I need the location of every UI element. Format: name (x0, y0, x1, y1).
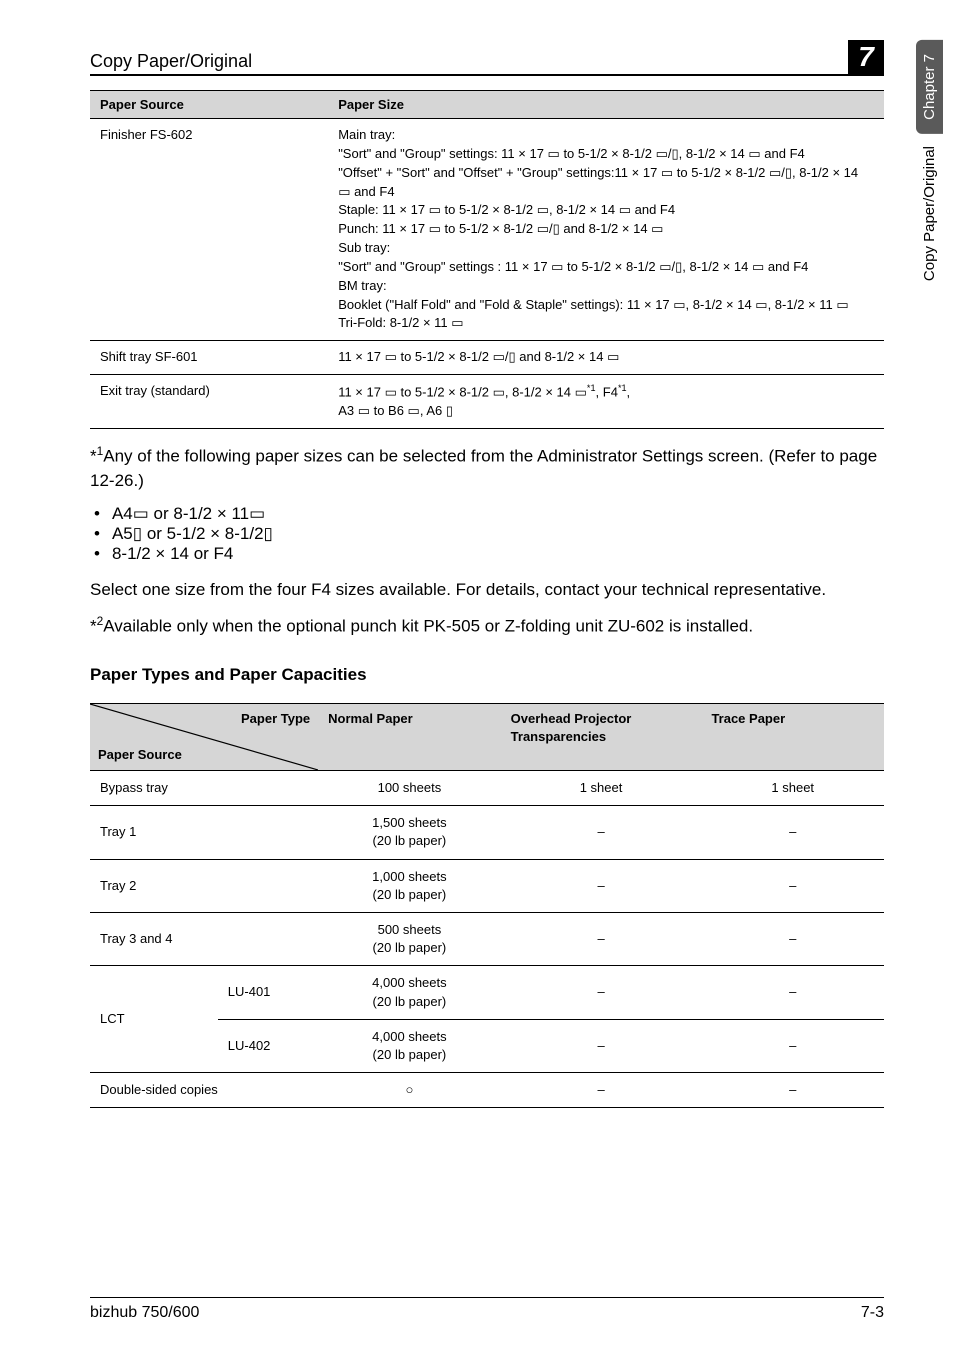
t2-r5-c2: LU-401 (218, 966, 318, 1019)
t2-head-paper-type: Paper Type (241, 710, 310, 728)
t2-head-paper-source: Paper Source (98, 746, 182, 764)
bullet-1: A4▭ or 8-1/2 × 11▭ (90, 504, 884, 524)
t2-r6-c4: – (501, 1019, 702, 1072)
bullet-2: A5▯ or 5-1/2 × 8-1/2▯ (90, 524, 884, 544)
t2-r7-c3: ○ (318, 1073, 501, 1108)
t1-r3-c1: Exit tray (standard) (90, 375, 328, 429)
t2-r7-c1: Double-sided copies (90, 1073, 318, 1108)
t2-head-trace: Trace Paper (701, 704, 884, 771)
t2-r2-c5: – (701, 806, 884, 859)
t1-head-size: Paper Size (328, 91, 884, 119)
t2-r3-c3: 1,000 sheets (20 lb paper) (318, 859, 501, 912)
footer-page-number: 7-3 (861, 1304, 884, 1322)
t2-r1-c3: 100 sheets (318, 771, 501, 806)
t2-r5-c3: 4,000 sheets (20 lb paper) (318, 966, 501, 1019)
t2-r1-c5: 1 sheet (701, 771, 884, 806)
t1-r2-c2: 11 × 17 ▭ to 5-1/2 × 8-1/2 ▭/▯ and 8-1/2… (328, 341, 884, 375)
t2-r3-c5: – (701, 859, 884, 912)
t2-r2-c4: – (501, 806, 702, 859)
t2-r4-c1: Tray 3 and 4 (90, 912, 318, 965)
t1-r1-c2: Main tray: "Sort" and "Group" settings: … (328, 119, 884, 341)
t2-r5-c1: LCT (90, 966, 218, 1073)
t2-r6-c5: – (701, 1019, 884, 1072)
t2-r4-c5: – (701, 912, 884, 965)
t2-r6-c2: LU-402 (218, 1019, 318, 1072)
t2-r5-c4: – (501, 966, 702, 1019)
t2-r2-c1: Tray 1 (90, 806, 318, 859)
bullet-3: 8-1/2 × 14 or F4 (90, 544, 884, 564)
t2-r1-c1: Bypass tray (90, 771, 318, 806)
page-header: Copy Paper/Original 7 (90, 40, 884, 76)
paper-capacity-table: Paper Type Paper Source Normal Paper Ove… (90, 703, 884, 1108)
t1-head-source: Paper Source (90, 91, 328, 119)
t2-head-ohp: Overhead Projector Transparencies (501, 704, 702, 771)
t1-r3-c2: 11 × 17 ▭ to 5-1/2 × 8-1/2 ▭, 8-1/2 × 14… (328, 375, 884, 429)
footnote-1: *1Any of the following paper sizes can b… (90, 443, 884, 494)
footnote-2: *2Available only when the optional punch… (90, 613, 884, 639)
t2-r2-c3: 1,500 sheets (20 lb paper) (318, 806, 501, 859)
t2-r4-c3: 500 sheets (20 lb paper) (318, 912, 501, 965)
t2-r4-c4: – (501, 912, 702, 965)
t2-r5-c5: – (701, 966, 884, 1019)
header-title: Copy Paper/Original (90, 51, 252, 72)
side-tab: Chapter 7 Copy Paper/Original (916, 40, 944, 287)
t1-r1-c1: Finisher FS-602 (90, 119, 328, 341)
para-select-size: Select one size from the four F4 sizes a… (90, 578, 884, 603)
bullet-list: A4▭ or 8-1/2 × 11▭ A5▯ or 5-1/2 × 8-1/2▯… (90, 504, 884, 564)
t1-r2-c1: Shift tray SF-601 (90, 341, 328, 375)
t2-r3-c1: Tray 2 (90, 859, 318, 912)
t2-head-diag: Paper Type Paper Source (90, 704, 318, 771)
paper-size-table: Paper Source Paper Size Finisher FS-602 … (90, 90, 884, 429)
t2-r6-c3: 4,000 sheets (20 lb paper) (318, 1019, 501, 1072)
section-heading: Paper Types and Paper Capacities (90, 665, 884, 685)
t2-head-normal: Normal Paper (318, 704, 501, 771)
header-chapter-number: 7 (848, 40, 884, 74)
footer-model: bizhub 750/600 (90, 1304, 199, 1322)
t2-r7-c4: – (501, 1073, 702, 1108)
page-footer: bizhub 750/600 7-3 (90, 1297, 884, 1322)
t2-r1-c4: 1 sheet (501, 771, 702, 806)
t2-r3-c4: – (501, 859, 702, 912)
chapter-tab: Chapter 7 (916, 40, 943, 134)
t2-r7-c5: – (701, 1073, 884, 1108)
section-tab: Copy Paper/Original (916, 140, 943, 287)
